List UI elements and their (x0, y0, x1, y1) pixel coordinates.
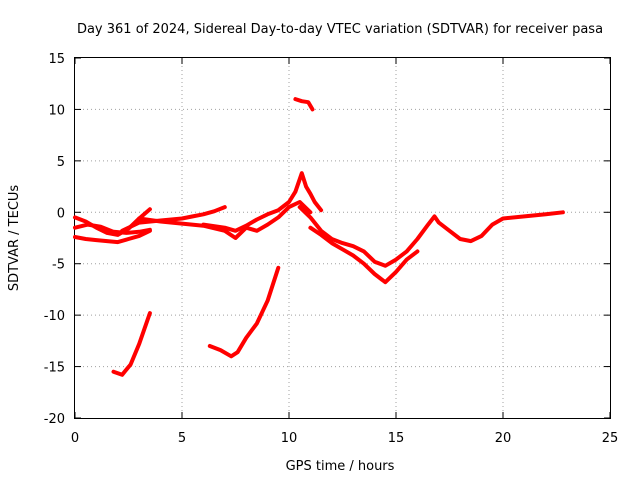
x-axis-label: GPS time / hours (286, 459, 395, 474)
x-tick-label: 5 (178, 431, 186, 446)
series-track-g (297, 205, 565, 268)
x-tick-label: 10 (281, 431, 298, 446)
series-track-i (293, 97, 315, 112)
y-tick-label: 0 (57, 206, 65, 221)
y-tick-label: 15 (48, 52, 65, 67)
series-track-b (73, 228, 152, 245)
data-series (73, 97, 565, 377)
series-track-c (73, 222, 152, 235)
x-tick-label: 0 (71, 431, 79, 446)
y-axis-label: SDTVAR / TECUs (7, 185, 22, 292)
series-track-d (120, 205, 227, 233)
y-tick-label: -20 (44, 412, 65, 427)
axis-ticks: 0 5 10 15 20 25 -20 -15 -10 -5 0 5 10 15 (44, 52, 619, 446)
chart-title: Day 361 of 2024, Sidereal Day-to-day VTE… (77, 22, 603, 37)
y-tick-label: -10 (44, 309, 65, 324)
x-tick-label: 25 (602, 431, 619, 446)
x-tick-label: 20 (495, 431, 512, 446)
y-tick-label: 5 (57, 155, 65, 170)
grid-lines (75, 58, 610, 418)
x-tick-label: 15 (388, 431, 405, 446)
series-track-h (308, 225, 420, 285)
plot-frame (74, 57, 611, 419)
y-tick-label: -15 (44, 361, 65, 376)
series-track-j (111, 311, 152, 377)
series-track-a (73, 207, 152, 237)
series-track-f (201, 171, 324, 233)
y-tick-label: 10 (48, 103, 65, 118)
y-tick-label: -5 (52, 258, 65, 273)
series-track-k (207, 265, 281, 359)
